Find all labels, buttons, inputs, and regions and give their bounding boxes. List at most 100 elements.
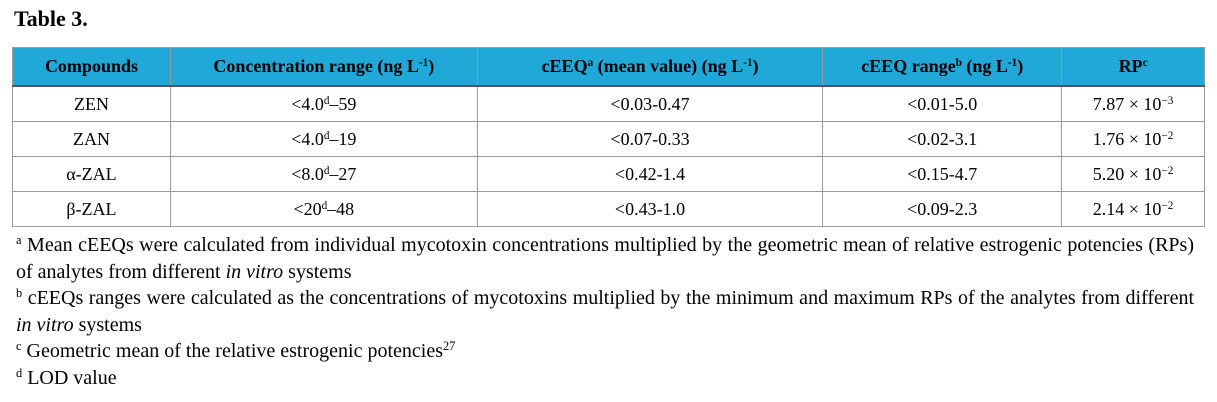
text-run: systems (73, 313, 142, 336)
text-run: a (16, 233, 22, 248)
text-run: 27 (442, 339, 456, 354)
table-cell: <8.0d–27 (169, 156, 478, 192)
text-run: 1.76 × 10 (1092, 128, 1162, 149)
text-run: c (16, 339, 22, 354)
text-run: ) (752, 56, 759, 76)
table-cell: <0.43-1.0 (476, 191, 824, 227)
text-run: ) (1017, 56, 1024, 76)
footnote: d LOD value (16, 365, 1194, 392)
text-run: c (1142, 56, 1148, 69)
table-cell: <0.42-1.4 (476, 156, 824, 192)
table-cell: <4.0d–19 (169, 121, 478, 157)
text-run: <0.03-0.47 (610, 93, 690, 114)
table-cell: α-ZAL (12, 156, 171, 192)
text-run: <4.0 (291, 128, 324, 149)
text-run: 2.14 × 10 (1092, 198, 1162, 219)
text-run: in vitro (225, 260, 284, 283)
text-run: LOD value (22, 366, 117, 389)
table-cell: <0.07-0.33 (476, 121, 824, 157)
table-cell: 5.20 × 10−2 (1061, 156, 1205, 192)
text-run: −2 (1161, 164, 1174, 177)
text-run: –48 (327, 198, 355, 219)
text-run: d (321, 199, 328, 212)
text-run: ) (428, 56, 435, 76)
text-run: b (16, 286, 23, 301)
table-cell: <0.15-4.7 (822, 156, 1063, 192)
text-run: –19 (329, 128, 357, 149)
table-cell: ZAN (12, 121, 171, 157)
text-run: Mean cEEQs were calculated from individu… (16, 234, 1194, 283)
text-run: −3 (1161, 94, 1174, 107)
table-cell: <0.09-2.3 (822, 191, 1063, 227)
footnote: b cEEQs ranges were calculated as the co… (16, 285, 1194, 338)
table-title: Table 3. (14, 6, 88, 31)
table-row: α-ZAL <8.0d–27 <0.42-1.4 <0.15-4.7 5.20 × 10… (12, 156, 1205, 192)
text-run: RP (1118, 56, 1143, 76)
data-table: Compounds Concentration range (ng L-1) cEE… (12, 47, 1205, 227)
table-cell: <4.0d–59 (169, 85, 478, 122)
text-run: ZEN (73, 93, 109, 114)
text-run: –59 (329, 93, 357, 114)
text-run: <0.02-3.1 (907, 128, 978, 149)
text-run: d (16, 365, 23, 380)
text-run: 5.20 × 10 (1092, 163, 1162, 184)
table-body: ZEN <4.0d–59 <0.03-0.47 <0.01-5.0 7.87 × 10−… (12, 85, 1205, 227)
table-cell: 2.14 × 10−2 (1061, 191, 1205, 227)
table-cell: 7.87 × 10−3 (1061, 85, 1205, 122)
table-cell: β-ZAL (12, 191, 171, 227)
table-row: β-ZAL <20d–48 <0.43-1.0 <0.09-2.3 2.14 × 10−… (12, 191, 1205, 227)
text-run: d (323, 164, 330, 177)
text-run: <0.09-2.3 (907, 198, 978, 219)
table-cell: <0.03-0.47 (476, 85, 824, 122)
text-run: -1 (418, 56, 429, 69)
table-cell: ZEN (12, 85, 171, 122)
header-cell: Compounds (12, 47, 171, 87)
text-run: (ng L (961, 56, 1008, 76)
text-run: d (323, 129, 330, 142)
text-run: <20 (293, 198, 322, 219)
text-run: cEEQ (541, 56, 588, 76)
text-run: cEEQs ranges were calculated as the conc… (22, 287, 1194, 309)
header-cell: Concentration range (ng L-1) (169, 47, 478, 87)
header-cell: cEEQ rangeb (ng L-1) (822, 47, 1063, 87)
text-run: α-ZAL (66, 163, 117, 184)
text-run: −2 (1161, 199, 1174, 212)
table-cell: <0.02-3.1 (822, 121, 1063, 157)
text-run: (mean value) (ng L (593, 56, 744, 76)
table-cell: <0.01-5.0 (822, 85, 1063, 122)
footnote: a Mean cEEQs were calculated from indivi… (16, 232, 1194, 285)
text-run: 7.87 × 10 (1092, 93, 1162, 114)
text-run: b (955, 56, 962, 69)
text-run: <4.0 (291, 93, 324, 114)
text-run: ZAN (72, 128, 110, 149)
text-run: <0.01-5.0 (907, 93, 978, 114)
header-cell: RPc (1061, 47, 1205, 87)
text-run: Geometric mean of the relative estrogeni… (21, 340, 443, 362)
text-run: cEEQ range (861, 56, 956, 76)
text-run: <0.15-4.7 (907, 163, 978, 184)
footnotes: a Mean cEEQs were calculated from indivi… (16, 232, 1194, 391)
text-run: <0.43-1.0 (614, 198, 686, 219)
text-run: <0.42-1.4 (614, 163, 686, 184)
header-row: Compounds Concentration range (ng L-1) cEE… (12, 47, 1205, 87)
text-run: −2 (1161, 129, 1174, 142)
text-run: systems (283, 260, 352, 283)
text-run: a (587, 56, 594, 69)
text-run: –27 (329, 163, 357, 184)
table-row: ZEN <4.0d–59 <0.03-0.47 <0.01-5.0 7.87 × 10−… (12, 85, 1205, 122)
text-run: <8.0 (291, 163, 324, 184)
text-run: β-ZAL (66, 198, 117, 219)
text-run: -1 (743, 56, 753, 69)
header-cell: cEEQa (mean value) (ng L-1) (476, 47, 824, 87)
table-cell: <20d–48 (169, 191, 478, 227)
table-row: ZAN <4.0d–19 <0.07-0.33 <0.02-3.1 1.76 × 10−… (12, 121, 1205, 157)
text-run: d (323, 94, 330, 107)
text-run: in vitro (16, 313, 74, 336)
footnote: c Geometric mean of the relative estroge… (16, 338, 1194, 365)
table-cell: 1.76 × 10−2 (1061, 121, 1205, 157)
text-run: Compounds (44, 56, 138, 76)
text-run: Concentration range (ng L (213, 56, 419, 76)
text-run: -1 (1007, 56, 1018, 69)
text-run: <0.07-0.33 (610, 128, 690, 149)
